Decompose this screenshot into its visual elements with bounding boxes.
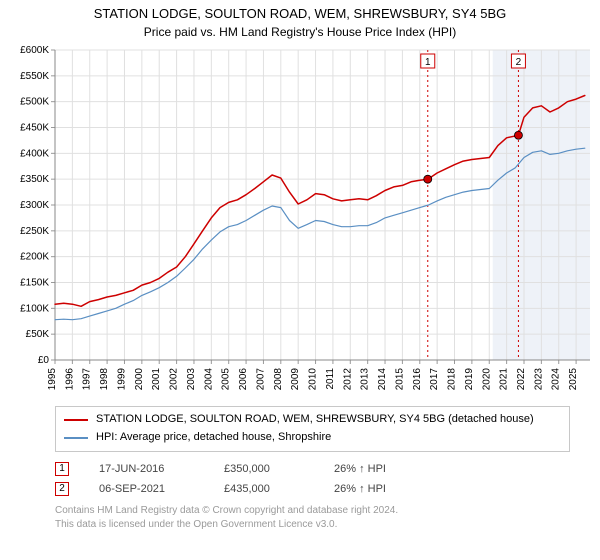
event-date: 17-JUN-2016 [99, 463, 194, 475]
svg-text:2017: 2017 [429, 368, 440, 391]
line-chart: £0 £50K £100K £150K £200K £250K £300K £350K £400… [0, 40, 600, 400]
legend-label: STATION LODGE, SOULTON ROAD, WEM, SHREWS… [96, 411, 534, 429]
svg-text:2024: 2024 [551, 368, 562, 391]
svg-text:1999: 1999 [116, 368, 127, 391]
svg-text:2021: 2021 [499, 368, 510, 391]
event-pct-vs-hpi: 26% ↑ HPI [334, 463, 386, 475]
svg-text:2001: 2001 [151, 368, 162, 391]
legend-swatch [64, 419, 88, 421]
svg-text:2005: 2005 [221, 368, 232, 391]
event-date: 06-SEP-2021 [99, 483, 194, 495]
svg-text:2010: 2010 [308, 368, 319, 391]
svg-text:2: 2 [516, 57, 522, 68]
event-row: 2 06-SEP-2021 £435,000 26% ↑ HPI [55, 482, 570, 496]
svg-text:£600K: £600K [20, 45, 49, 56]
event-marker: 1 [55, 462, 69, 476]
legend-item: HPI: Average price, detached house, Shro… [64, 429, 561, 447]
svg-text:£150K: £150K [20, 278, 49, 289]
svg-text:2020: 2020 [481, 368, 492, 391]
svg-text:2013: 2013 [360, 368, 371, 391]
event-price: £350,000 [224, 463, 304, 475]
svg-text:1998: 1998 [99, 368, 110, 391]
footer-line: This data is licensed under the Open Gov… [55, 518, 570, 532]
svg-text:2025: 2025 [568, 368, 579, 391]
svg-text:2016: 2016 [412, 368, 423, 391]
svg-text:2009: 2009 [290, 368, 301, 391]
svg-text:2015: 2015 [394, 368, 405, 391]
svg-text:1997: 1997 [82, 368, 93, 391]
svg-text:1: 1 [425, 57, 431, 68]
svg-text:2003: 2003 [186, 368, 197, 391]
svg-text:2019: 2019 [464, 368, 475, 391]
svg-text:2000: 2000 [134, 368, 145, 391]
event-table: 1 17-JUN-2016 £350,000 26% ↑ HPI 2 06-SEP-202… [55, 462, 570, 496]
event-price: £435,000 [224, 483, 304, 495]
legend-swatch [64, 437, 88, 439]
svg-text:2018: 2018 [447, 368, 458, 391]
svg-text:£50K: £50K [26, 330, 50, 341]
svg-text:1995: 1995 [47, 368, 58, 391]
legend-item: STATION LODGE, SOULTON ROAD, WEM, SHREWS… [64, 411, 561, 429]
chart-title: STATION LODGE, SOULTON ROAD, WEM, SHREWS… [0, 6, 600, 23]
svg-text:2008: 2008 [273, 368, 284, 391]
svg-text:2014: 2014 [377, 368, 388, 391]
svg-text:£250K: £250K [20, 226, 49, 237]
svg-text:2006: 2006 [238, 368, 249, 391]
event-pct-vs-hpi: 26% ↑ HPI [334, 483, 386, 495]
svg-text:2002: 2002 [169, 368, 180, 391]
svg-text:2007: 2007 [255, 368, 266, 391]
svg-text:£500K: £500K [20, 97, 49, 108]
svg-text:£300K: £300K [20, 200, 49, 211]
legend-label: HPI: Average price, detached house, Shro… [96, 429, 331, 447]
svg-text:£450K: £450K [20, 123, 49, 134]
svg-text:2012: 2012 [342, 368, 353, 391]
svg-text:2011: 2011 [325, 368, 336, 390]
svg-text:£400K: £400K [20, 149, 49, 160]
svg-text:1996: 1996 [64, 368, 75, 391]
svg-text:£350K: £350K [20, 175, 49, 186]
svg-text:£550K: £550K [20, 71, 49, 82]
svg-text:2004: 2004 [203, 368, 214, 391]
attribution-footer: Contains HM Land Registry data © Crown c… [55, 504, 570, 532]
event-row: 1 17-JUN-2016 £350,000 26% ↑ HPI [55, 462, 570, 476]
svg-text:£200K: £200K [20, 252, 49, 263]
legend: STATION LODGE, SOULTON ROAD, WEM, SHREWS… [55, 406, 570, 451]
svg-text:2022: 2022 [516, 368, 527, 391]
footer-line: Contains HM Land Registry data © Crown c… [55, 504, 570, 518]
event-marker: 2 [55, 482, 69, 496]
svg-text:2023: 2023 [533, 368, 544, 391]
svg-text:£100K: £100K [20, 304, 49, 315]
svg-text:£0: £0 [38, 355, 50, 366]
chart-subtitle: Price paid vs. HM Land Registry's House … [0, 25, 600, 41]
